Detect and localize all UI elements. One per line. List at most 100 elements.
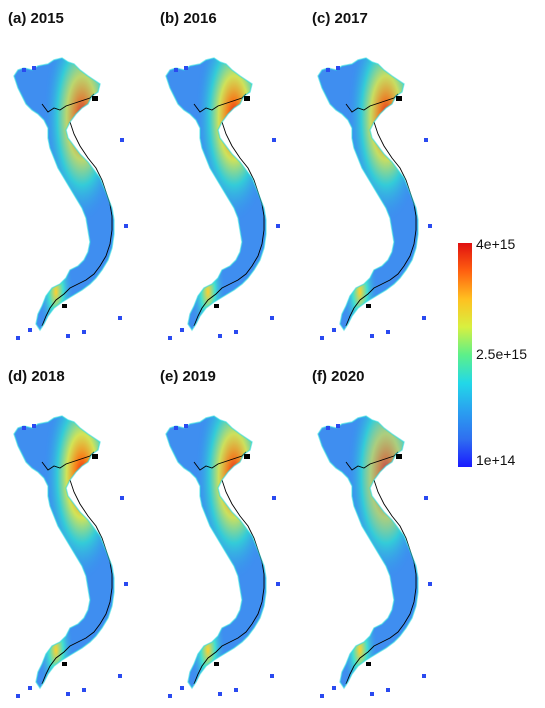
pixel-cell — [66, 334, 70, 338]
panel-title: (b) 2016 — [160, 10, 217, 27]
map-panel-2015: (a) 2015 — [8, 10, 158, 350]
city-marker — [214, 304, 219, 308]
city-marker — [366, 662, 371, 666]
pixel-cell — [272, 496, 276, 500]
pixel-cell — [184, 424, 188, 428]
pixel-cell — [270, 316, 274, 320]
border-glow — [13, 415, 115, 690]
colorbar-max-label: 4e+15 — [476, 236, 516, 252]
pixel-cell — [234, 330, 238, 334]
border-glow — [317, 57, 419, 332]
pixel-cell — [270, 674, 274, 678]
panel-title: (e) 2019 — [160, 368, 216, 385]
coastline — [41, 93, 113, 327]
city-marker — [244, 454, 250, 459]
south-hotspot — [166, 58, 266, 330]
city-marker — [62, 662, 67, 666]
border-glow — [317, 415, 419, 690]
colorbar — [458, 243, 472, 467]
coastline — [345, 451, 417, 685]
south-hotspot — [14, 416, 114, 688]
colorbar-mid-label: 2.5e+15 — [476, 346, 527, 362]
city-marker — [92, 96, 98, 101]
pixel-cell — [118, 674, 122, 678]
pixel-cell — [168, 336, 172, 340]
pixel-cell — [326, 68, 330, 72]
vietnam-map — [165, 57, 280, 340]
pixel-cell — [336, 424, 340, 428]
colorbar-min-label: 1e+14 — [476, 452, 516, 468]
pixel-cell — [184, 66, 188, 70]
pixel-cell — [428, 224, 432, 228]
pixel-cell — [272, 138, 276, 142]
map-panel-2020: (f) 2020 — [312, 368, 462, 708]
pixel-cell — [118, 316, 122, 320]
vietnam-map — [13, 415, 128, 698]
city-marker — [366, 304, 371, 308]
coastline — [345, 93, 417, 327]
coastline — [193, 451, 265, 685]
map-panel-2018: (d) 2018 — [8, 368, 158, 708]
pixel-cell — [424, 138, 428, 142]
panel-title: (c) 2017 — [312, 10, 368, 27]
vietnam-map — [13, 57, 128, 340]
pixel-cell — [386, 688, 390, 692]
panel-title: (a) 2015 — [8, 10, 64, 27]
map-panel-2017: (c) 2017 — [312, 10, 462, 350]
pixel-cell — [174, 68, 178, 72]
pixel-cell — [336, 66, 340, 70]
city-marker — [214, 662, 219, 666]
pixel-cell — [234, 688, 238, 692]
city-marker — [396, 454, 402, 459]
pixel-cell — [218, 692, 222, 696]
border-glow — [165, 415, 267, 690]
pixel-cell — [124, 582, 128, 586]
panel-title: (d) 2018 — [8, 368, 65, 385]
pixel-cell — [22, 68, 26, 72]
pixel-cell — [370, 692, 374, 696]
pixel-cell — [28, 328, 32, 332]
pixel-cell — [332, 328, 336, 332]
panel-title: (f) 2020 — [312, 368, 365, 385]
pixel-cell — [422, 316, 426, 320]
pixel-cell — [326, 426, 330, 430]
map-panel-2016: (b) 2016 — [160, 10, 310, 350]
pixel-cell — [370, 334, 374, 338]
pixel-cell — [32, 66, 36, 70]
pixel-cell — [66, 692, 70, 696]
pixel-cell — [32, 424, 36, 428]
south-hotspot — [166, 416, 266, 688]
pixel-cell — [276, 582, 280, 586]
city-marker — [92, 454, 98, 459]
border-glow — [13, 57, 115, 332]
pixel-cell — [386, 330, 390, 334]
city-marker — [396, 96, 402, 101]
coastline — [193, 93, 265, 327]
vietnam-map — [317, 57, 432, 340]
city-marker — [62, 304, 67, 308]
pixel-cell — [22, 426, 26, 430]
pixel-cell — [332, 686, 336, 690]
pixel-cell — [428, 582, 432, 586]
south-hotspot — [14, 58, 114, 330]
pixel-cell — [218, 334, 222, 338]
pixel-cell — [82, 330, 86, 334]
pixel-cell — [120, 138, 124, 142]
coastline — [41, 451, 113, 685]
pixel-cell — [422, 674, 426, 678]
city-marker — [244, 96, 250, 101]
pixel-cell — [320, 336, 324, 340]
map-panel-2019: (e) 2019 — [160, 368, 310, 708]
pixel-cell — [120, 496, 124, 500]
pixel-cell — [28, 686, 32, 690]
south-hotspot — [318, 416, 418, 688]
pixel-cell — [82, 688, 86, 692]
pixel-cell — [16, 336, 20, 340]
pixel-cell — [276, 224, 280, 228]
pixel-cell — [180, 328, 184, 332]
vietnam-map — [317, 415, 432, 698]
south-hotspot — [318, 58, 418, 330]
pixel-cell — [124, 224, 128, 228]
pixel-cell — [174, 426, 178, 430]
pixel-cell — [424, 496, 428, 500]
